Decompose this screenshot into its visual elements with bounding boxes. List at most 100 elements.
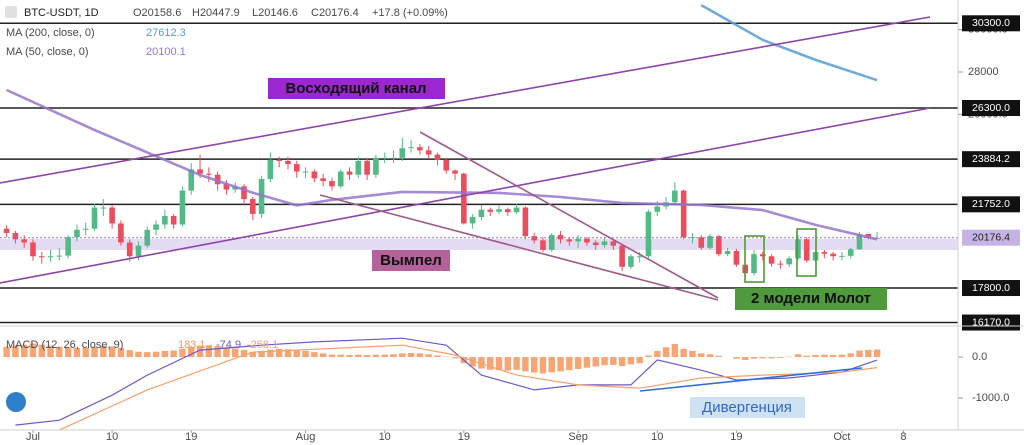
macd-bar: [557, 357, 564, 372]
macd-bar: [610, 357, 617, 365]
macd-bar: [144, 352, 151, 358]
candle-body: [469, 217, 476, 224]
macd-bar: [12, 345, 19, 358]
candle-body: [830, 253, 836, 257]
macd-bar: [355, 354, 362, 358]
annotation: 2 модели Молот: [751, 290, 871, 307]
macd-value: -258.1: [247, 339, 278, 351]
candle-body: [425, 150, 432, 155]
candle-body: [12, 232, 19, 240]
candle-body: [179, 190, 186, 225]
candle-body: [381, 157, 388, 159]
candle-body: [188, 169, 195, 191]
macd-bar: [249, 351, 256, 358]
candle-body: [373, 157, 379, 175]
x-tick-label: 19: [458, 431, 470, 443]
macd-bar: [715, 355, 723, 358]
macd-bar: [346, 355, 353, 358]
candle-body: [162, 216, 168, 225]
candle-body: [223, 184, 230, 190]
candle-body: [109, 207, 115, 224]
candle-body: [30, 242, 36, 257]
level-tag: [962, 100, 1020, 117]
x-tick-label: 8: [900, 431, 906, 443]
level-tag: [962, 280, 1020, 297]
candle-body: [513, 207, 520, 213]
macd-bar: [64, 347, 72, 358]
macd-bar: [636, 357, 643, 364]
pennant-upper: [419, 131, 719, 299]
macd-bar: [275, 348, 283, 358]
candle-body: [610, 241, 617, 246]
level-tag: [962, 196, 1020, 213]
macd-line: [59, 344, 878, 431]
candle-body: [592, 242, 599, 246]
macd-bar: [803, 355, 810, 358]
macd-value: 183.1: [178, 339, 206, 351]
candle-body: [575, 238, 581, 242]
candle-body: [293, 164, 300, 172]
macd-bar: [618, 357, 626, 367]
candle-body: [461, 173, 467, 224]
macd-bar: [742, 357, 749, 360]
annotation-box: [268, 78, 445, 99]
candle-body: [74, 229, 80, 238]
macd-bar: [311, 352, 318, 358]
macd-bar: [821, 354, 828, 358]
y-tick-label: 0.0: [972, 351, 987, 363]
level-tag: [962, 15, 1020, 32]
layers: 30000.02800026000.030300.026300.023884.2…: [0, 3, 1020, 443]
candle-body: [276, 159, 282, 161]
candle-body: [355, 160, 362, 175]
macd-bar: [478, 357, 485, 369]
ohlc-change: +17.8 (+0.09%): [372, 7, 448, 19]
macd-bar: [548, 357, 555, 373]
macd-bar: [513, 357, 520, 370]
candle-body: [548, 235, 555, 250]
legend-value: 20100.1: [146, 46, 186, 58]
macd-bar: [47, 345, 54, 358]
candle-body: [443, 159, 450, 171]
ma-line: [700, 3, 878, 82]
macd-title: MACD (12, 26, close, 9): [6, 339, 123, 351]
x-tick-label: 19: [185, 431, 197, 443]
candle-body: [329, 181, 335, 187]
macd-bar: [188, 346, 195, 358]
candle-body: [241, 186, 247, 200]
candle-body: [302, 171, 309, 173]
macd-bar: [20, 344, 28, 358]
x-tick-label: Sep: [568, 431, 588, 443]
macd-bar: [539, 357, 547, 374]
macd-bar: [267, 349, 274, 358]
macd-bar: [372, 354, 380, 358]
candle-body: [821, 252, 828, 254]
macd-bar: [56, 346, 63, 358]
candle-body: [504, 209, 511, 213]
candle-body: [522, 207, 529, 237]
ohlc-low: L20146.6: [252, 7, 298, 19]
divergence-line: [639, 367, 863, 392]
level-label: 17800.0: [972, 282, 1010, 294]
level-label: 26300.0: [972, 102, 1010, 114]
level-label: 30300.0: [972, 17, 1010, 29]
macd-bar: [759, 357, 766, 359]
ohlc-open: O20158.6: [133, 7, 181, 19]
candle-body: [716, 236, 722, 255]
macd-bar: [829, 355, 837, 358]
macd-bar: [293, 350, 300, 358]
x-tick-label: 19: [730, 431, 742, 443]
macd-bar: [82, 347, 89, 358]
header: BTC-USDT, 1D O20158.6 H20447.9 L20146.6 …: [5, 6, 448, 412]
macd-bar: [29, 343, 37, 358]
y-tick-label: -1000.0: [972, 392, 1009, 404]
macd-bar: [179, 348, 186, 358]
legend-value: 27612.3: [146, 27, 186, 39]
macd-bar: [38, 344, 45, 358]
channel-lower: [0, 107, 931, 284]
candle-body: [654, 206, 661, 212]
x-tick-label: 10: [651, 431, 663, 443]
macd-bar: [3, 346, 10, 358]
candle-body: [847, 249, 854, 256]
